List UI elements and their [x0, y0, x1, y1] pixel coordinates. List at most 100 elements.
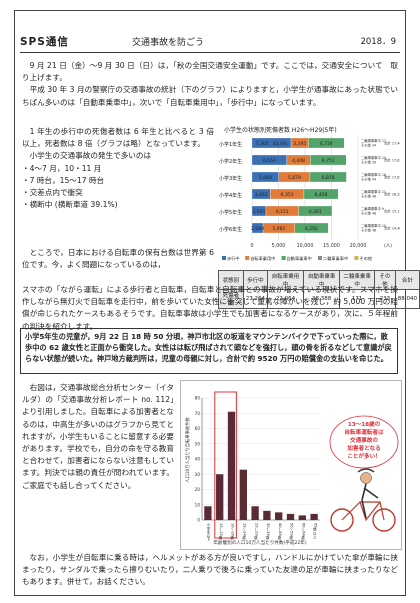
bar-segment — [303, 188, 339, 200]
bar — [227, 411, 236, 520]
category-label: 小学5年生 — [219, 209, 242, 216]
note-label: 二輪車乗車中 11 — [361, 189, 386, 194]
x-tick-label: 20,000 — [350, 243, 367, 249]
x-tick-label: 5,000 — [272, 243, 286, 249]
note-label: その他 48 — [361, 211, 376, 216]
table-cell: 22,064 — [266, 289, 305, 309]
middle-text: スマホの「ながら運転」による歩行者と自転車，自転車と自転車との事故が増えている現… — [22, 284, 398, 333]
table-row-label: 死傷者数 — [218, 289, 244, 309]
category-label: 小学生以下 — [206, 522, 211, 541]
y-tick-label: 80 — [195, 396, 201, 401]
bar — [298, 515, 306, 520]
header-divider — [20, 52, 400, 53]
bicycle-wheel — [330, 508, 354, 532]
data-label: 6,458 — [315, 192, 328, 198]
side-paragraph-1: 1 年生の歩行中の死傷者数は 6 年生と比べると 3 倍以上，死者数は 8 倍（… — [22, 127, 214, 149]
note-label: 二輪車乗車中 10 — [361, 223, 386, 228]
court-case-callout: 小学5年生の児童が，9月 22 日 18 時 50 分頃，神戸市北区の坂道をマウ… — [20, 328, 398, 374]
rider-body — [361, 483, 379, 519]
total-label: 合計 17,811人 — [384, 158, 400, 163]
category-label: 小学3年生 — [219, 175, 242, 182]
legend-swatch — [245, 256, 250, 260]
bar — [204, 506, 212, 520]
note-label: その他 46 — [361, 228, 376, 233]
total-label: 合計 15,113人 — [384, 209, 400, 214]
middle-text-left: ところで，日本における自転車の保有台数は世界第 6 位です。今，よく問題になって… — [22, 247, 214, 271]
rider-head — [360, 472, 372, 484]
total-label: 合計 16,323人 — [384, 192, 400, 197]
legend-swatch — [222, 256, 226, 260]
data-label: 6,751 — [322, 158, 335, 164]
side-item: ・交差点内で衝突 — [22, 188, 83, 198]
annotation-text: 加害者となる — [346, 444, 380, 452]
data-label: 3,452 — [255, 192, 268, 198]
legend-swatch — [354, 256, 359, 260]
bicycle-accident-chart: 0 10 20 30 40 50 60 70 80 小学生以下 13～15歳 16～18歳 19～24歳… — [180, 380, 402, 550]
injury-stats-table: 状態別 歩行中 自転車乗用中 自動車乗車中 二輪車乗車中 その他 合計 死傷者数… — [218, 270, 420, 309]
y-tick-label: 60 — [195, 426, 201, 431]
highlight-box — [214, 391, 237, 539]
bar-segment — [298, 205, 333, 217]
note-label: 二輪車乗車中 9 — [361, 206, 384, 211]
legend-label: 歩行中 — [227, 255, 240, 262]
data-label: 5,060 — [259, 175, 272, 181]
bar — [216, 474, 224, 520]
category-label: 13～15歳 — [218, 523, 223, 540]
bar — [251, 506, 259, 520]
middle-paragraph-1: ところで，日本における自転車の保有台数は世界第 6 位です。今，よく問題になって… — [22, 248, 214, 270]
bicycle-wheel — [372, 508, 396, 532]
bicycle-frame — [341, 501, 385, 522]
category-label: 25～29歳 — [253, 523, 258, 540]
bottom-text: なお，小学生が自転車に乗る時は，ヘルメットがある方が良いですし，ハンドルにかけて… — [22, 552, 398, 589]
category-label: 40～49歳 — [277, 523, 282, 540]
bar-segment — [310, 154, 347, 166]
category-label: 30～39歳 — [265, 523, 270, 540]
data-label: 6,353 — [281, 192, 294, 198]
bottom-text-left: 右図は，交通事故総合分析センター（イタルダ）の「交通事故分析レポート no. 1… — [22, 382, 174, 492]
note-label: その他 39 — [361, 160, 376, 165]
data-label: 7,365 42.0% — [256, 141, 288, 147]
header: SPS通信 交通事故を防ごう 2018．9 — [20, 34, 400, 52]
x-tick-label: 15,000 — [323, 243, 340, 249]
callout-text: 小学5年生の児童が，9月 22 日 18 時 50 分頃，神戸市北区の坂道をマウ… — [25, 332, 392, 363]
table-header-cell: 自転車乗用中 — [266, 270, 305, 290]
y-tick-label: 70 — [195, 411, 201, 416]
data-label: 5,981 — [272, 226, 285, 232]
side-text: 1 年生の歩行中の死傷者数は 6 年生と比べると 3 倍以上，死者数は 8 倍（… — [22, 126, 214, 211]
data-label: 6,878 — [322, 175, 335, 181]
category-label: 小学4年生 — [219, 192, 242, 199]
legend-label: 二輪車乗車中 — [323, 255, 348, 262]
table-cell: 27,264 — [242, 289, 268, 309]
data-label: 5,879 — [288, 175, 301, 181]
bar-segment — [309, 171, 347, 183]
legend-swatch — [281, 256, 286, 260]
x-axis-label: 年齢層別の人口10万人当たり件数(平成22年) — [213, 539, 307, 546]
issue-date: 2018．9 — [360, 37, 396, 47]
newsletter-subject: 交通事故を防ごう — [132, 38, 205, 48]
side-paragraph-2: 小学生の交通事故の発生で多いのは — [29, 151, 152, 161]
side-item: ・横断中 (横断車道 39.1%) — [22, 200, 118, 210]
data-label: 6,564 — [263, 158, 276, 164]
note-label: その他 34 — [361, 143, 376, 148]
note-label: 二輪車乗車中 10 — [361, 155, 386, 160]
table-cell: 38,388 — [303, 289, 341, 309]
total-label: 合計 17,445人 — [384, 141, 400, 146]
category-label: 16～18歳 — [229, 523, 234, 540]
table-cell: 88,040 — [394, 289, 420, 309]
bar — [239, 469, 247, 520]
bar-segment — [308, 137, 345, 149]
bar — [310, 513, 318, 520]
note-label: その他 48 — [361, 194, 376, 199]
intro-text: 9 月 21 日（金）～9 月 30 日（日）は，「秋の全国交通安全運動」です。… — [22, 60, 398, 109]
bar — [286, 513, 295, 520]
note-label: 二輪車乗車中 17 — [361, 138, 386, 143]
table-header-cell: 歩行中 — [242, 270, 268, 290]
x-unit-label: (人) — [384, 243, 392, 249]
note-label: その他 44 — [361, 177, 376, 182]
y-tick-label: 20 — [195, 487, 201, 492]
y-tick-label: 0 — [197, 518, 200, 523]
note-label: 二輪車乗車中 16 — [361, 172, 386, 177]
legend-label: 自動車乗車中 — [287, 255, 312, 262]
table-cell: 171 — [339, 289, 376, 309]
